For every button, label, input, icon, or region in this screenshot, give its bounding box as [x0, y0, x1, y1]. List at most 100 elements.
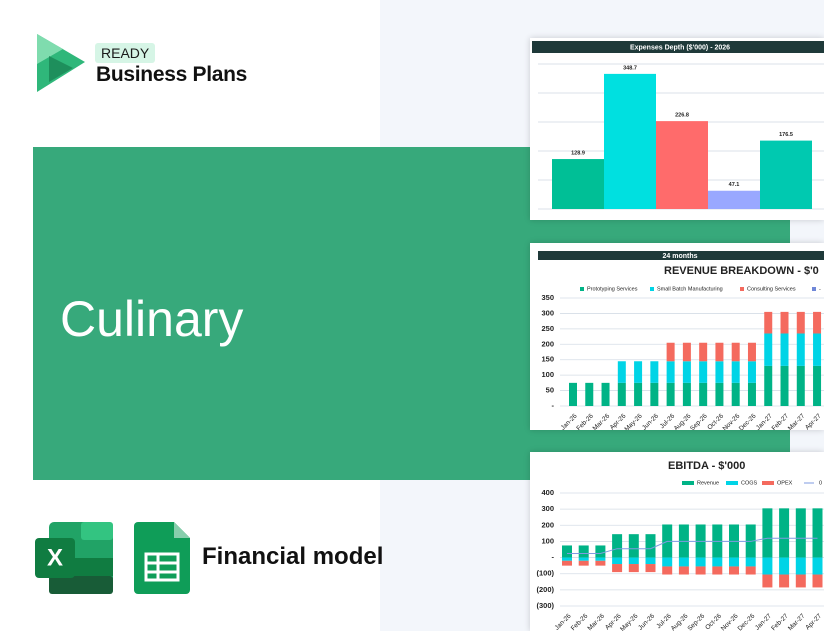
bar-segment	[762, 508, 773, 558]
bar-segment	[780, 365, 789, 406]
bar-segment	[712, 557, 723, 567]
bar-segment	[578, 545, 589, 558]
bar-segment	[617, 382, 626, 406]
bar-segment	[764, 311, 773, 334]
y-tick-label: 300	[541, 308, 554, 317]
legend-swatch	[762, 481, 774, 485]
bar-segment	[612, 534, 623, 558]
bar-segment	[595, 545, 606, 558]
chart-header: 24 months	[662, 253, 697, 260]
y-tick-label: 200	[541, 339, 554, 348]
bar-segment	[578, 557, 589, 561]
bar-segment	[645, 564, 656, 573]
bar-segment	[715, 382, 724, 406]
bar-segment	[585, 382, 594, 406]
legend-swatch	[650, 287, 654, 291]
y-tick-label: 200	[541, 520, 554, 529]
y-tick-label: 50	[546, 386, 554, 395]
bar-segment	[617, 361, 626, 383]
bar-segment	[712, 566, 723, 575]
legend-label: Small Batch Manufacturing	[657, 286, 723, 292]
bar-segment	[562, 560, 572, 566]
bar-segment	[812, 574, 823, 588]
x-tick-label: Dec-26	[737, 612, 757, 631]
bar-segment	[813, 365, 822, 406]
bar-segment	[729, 557, 739, 567]
y-tick-label: 350	[541, 293, 554, 302]
y-tick-label: (100)	[536, 569, 554, 578]
bar-segment	[682, 361, 691, 383]
x-tick-label: May-26	[619, 612, 640, 631]
bar-segment	[662, 557, 673, 567]
bar-segment	[764, 333, 773, 366]
bar-segment	[628, 557, 639, 565]
y-tick-label: 400	[541, 488, 554, 497]
bar-segment	[795, 574, 806, 588]
page-title: Culinary	[60, 291, 244, 347]
bar-segment	[678, 566, 689, 575]
legend-label: 0	[819, 480, 822, 486]
brand-tag: READY	[95, 43, 156, 63]
bar-segment	[612, 564, 623, 573]
bar-segment	[795, 508, 806, 558]
x-tick-label: Jun-26	[637, 612, 656, 631]
y-tick-label: (200)	[536, 585, 554, 594]
bar-segment	[731, 342, 740, 362]
bar-segment	[628, 534, 639, 558]
title-bar	[532, 41, 824, 53]
bar	[604, 73, 656, 209]
x-tick-label: Mar-27	[787, 612, 807, 631]
legend-label: Revenue	[697, 480, 719, 486]
bar-segment	[666, 382, 675, 406]
bar-segment	[662, 566, 673, 575]
bar-segment	[795, 557, 806, 575]
bar-segment	[645, 557, 656, 565]
bar	[656, 121, 708, 209]
bar-segment	[747, 342, 756, 362]
bar-segment	[762, 574, 773, 588]
chart-title: REVENUE BREAKDOWN - $'0	[664, 265, 819, 277]
revenue-chart: 24 months REVENUE BREAKDOWN - $'0 - 50 100 15…	[530, 243, 824, 430]
bar-segment	[812, 557, 823, 575]
x-tick-label: Apr-27	[804, 612, 823, 631]
legend-label: Prototyping Services	[587, 286, 638, 292]
bar-segment	[612, 557, 623, 565]
y-tick-label: 250	[541, 324, 554, 333]
bar-segment	[745, 566, 756, 575]
bar	[708, 190, 760, 209]
bar-segment	[601, 382, 610, 406]
y-tick-label: -	[552, 553, 555, 562]
bar-segment	[569, 382, 577, 406]
legend-swatch	[726, 481, 738, 485]
legend-swatch	[812, 287, 816, 291]
bar-segment	[779, 508, 790, 558]
bar-segment	[796, 333, 805, 366]
bar-segment	[747, 382, 756, 406]
svg-text:X: X	[47, 544, 63, 571]
x-tick-label: Mar-26	[587, 612, 607, 631]
bar-segment	[779, 574, 790, 588]
bar-segment	[731, 361, 740, 383]
brand-name: Business Plans	[96, 63, 248, 86]
excel-icon: X	[35, 522, 113, 594]
bar-segment	[780, 333, 789, 366]
bar	[552, 159, 604, 209]
y-tick-label: 150	[541, 355, 554, 364]
bar	[760, 140, 812, 209]
bar-segment	[645, 534, 656, 558]
bar-segment	[731, 382, 740, 406]
bar-segment	[562, 545, 572, 558]
bar-segment	[578, 560, 589, 566]
bar-segment	[796, 311, 805, 334]
x-tick-label: Jun-26	[641, 412, 660, 430]
y-tick-label: 100	[541, 536, 554, 545]
bar-segment	[628, 564, 639, 573]
bar-segment	[666, 361, 675, 383]
bar-segment	[779, 557, 790, 575]
bar-segment	[796, 365, 805, 406]
bar-segment	[780, 311, 789, 334]
x-tick-label: Sep-26	[686, 612, 706, 631]
legend-label: OPEX	[777, 480, 793, 486]
value-label: 348.7	[623, 65, 637, 71]
legend-label: Consulting Services	[747, 286, 796, 292]
